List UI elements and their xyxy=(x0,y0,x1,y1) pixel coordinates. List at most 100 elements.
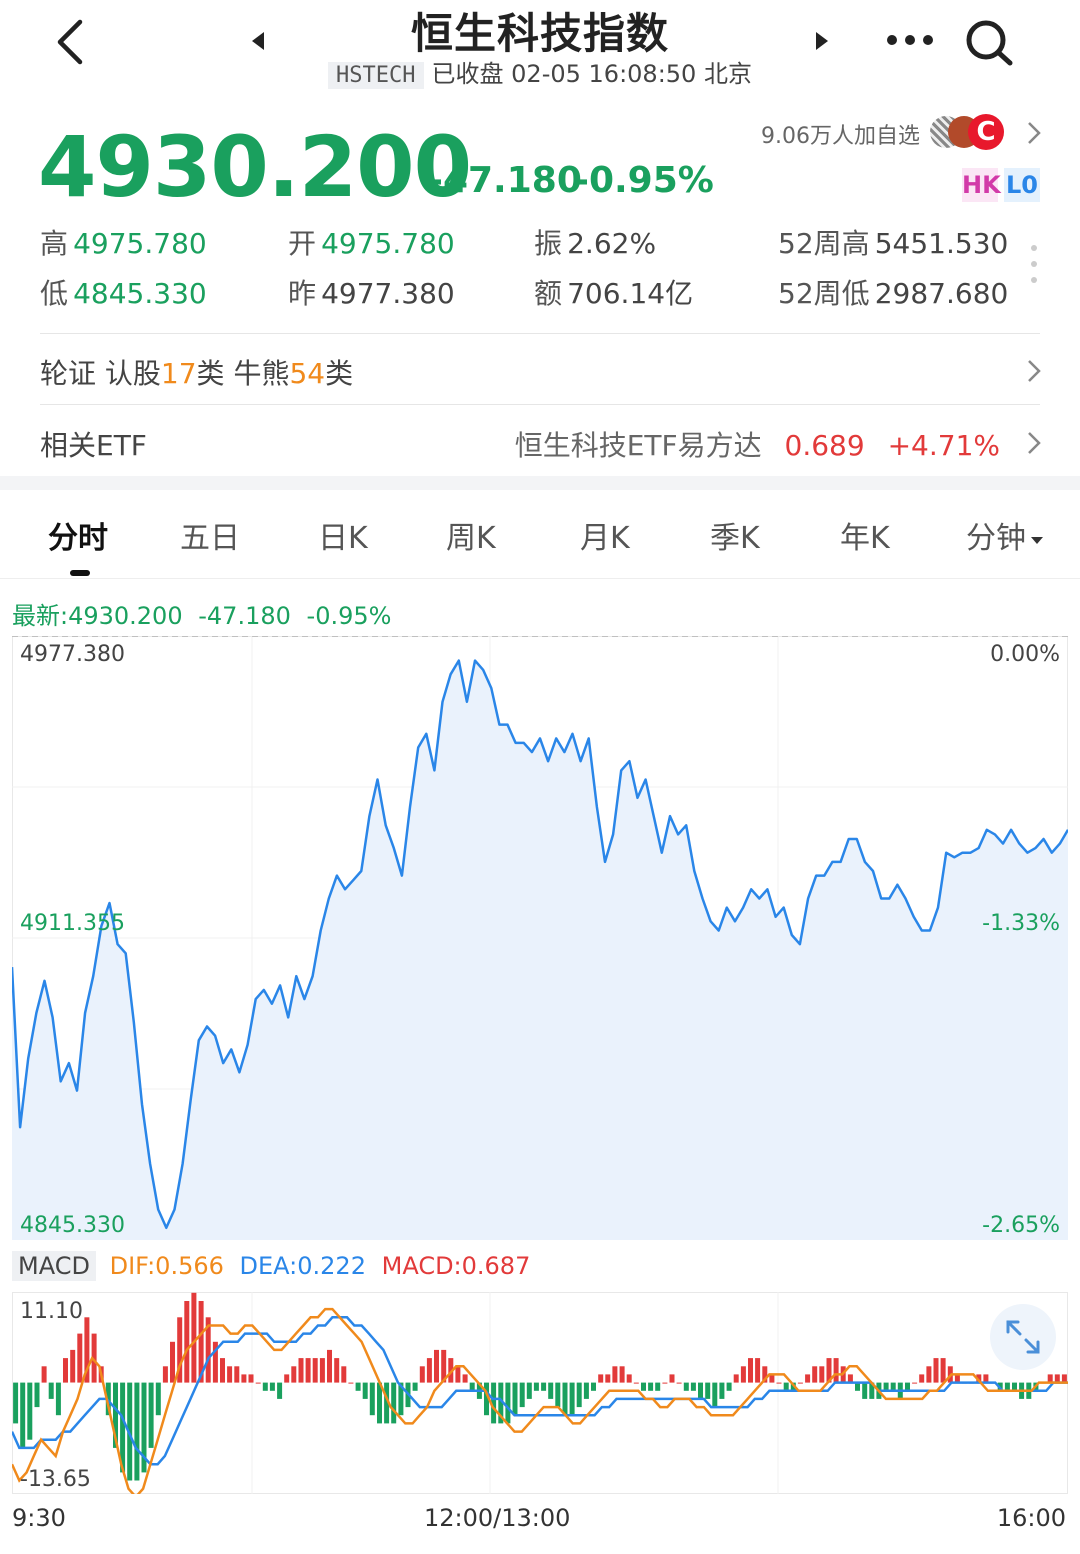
etf-link[interactable]: 恒生科技ETF易方达 0.689 +4.71% xyxy=(515,424,1000,464)
macd-bar xyxy=(312,1358,318,1383)
macd-bar xyxy=(155,1382,161,1416)
fullscreen-button[interactable] xyxy=(990,1304,1056,1370)
macd-bar xyxy=(305,1358,311,1383)
macd-bar xyxy=(862,1382,868,1399)
triangle-left-icon xyxy=(252,32,264,50)
macd-bar xyxy=(926,1366,932,1383)
warrants-arrow[interactable] xyxy=(1026,358,1042,384)
next-stock-button[interactable] xyxy=(814,30,830,52)
watchers-arrow-button[interactable] xyxy=(1026,120,1042,146)
macd-bar xyxy=(940,1358,946,1383)
tab-daily-k[interactable]: 日K xyxy=(318,521,368,556)
macd-bar xyxy=(369,1382,375,1416)
macd-bar xyxy=(262,1382,268,1391)
macd-bar xyxy=(34,1382,40,1408)
more-button[interactable] xyxy=(884,32,936,48)
macd-bar xyxy=(726,1382,732,1391)
macd-bar xyxy=(205,1317,211,1383)
divider xyxy=(40,404,1040,405)
macd-bar xyxy=(605,1374,611,1383)
stat-high: 高 4975.780 xyxy=(40,227,207,260)
macd-bar xyxy=(512,1382,518,1416)
search-button[interactable] xyxy=(962,16,1018,68)
macd-bar xyxy=(869,1382,875,1399)
tab-yearly-k[interactable]: 年K xyxy=(840,521,890,556)
macd-bar xyxy=(334,1358,340,1383)
tab-quarterly-k[interactable]: 季K xyxy=(710,521,760,556)
y-label-top: 4977.380 xyxy=(20,642,125,667)
macd-bar xyxy=(27,1382,33,1440)
back-button[interactable] xyxy=(50,18,90,66)
stats-expand-button[interactable] xyxy=(1030,244,1038,284)
macd-bar xyxy=(355,1382,361,1391)
macd-bar xyxy=(826,1358,832,1383)
macd-bar xyxy=(48,1382,54,1399)
tab-minute[interactable]: 分钟 xyxy=(966,513,1044,557)
macd-bar xyxy=(412,1382,418,1391)
macd-bar xyxy=(434,1349,439,1383)
tab-intraday[interactable]: 分时 xyxy=(48,521,108,556)
macd-bar xyxy=(1004,1382,1010,1391)
macd-bar xyxy=(70,1349,76,1383)
x-label-open: 9:30 xyxy=(12,1504,66,1532)
etf-arrow[interactable] xyxy=(1026,430,1042,456)
stat-turnover: 额 706.14亿 xyxy=(534,277,694,310)
macd-bar xyxy=(341,1366,347,1383)
macd-bar xyxy=(526,1382,532,1399)
tab-weekly-k[interactable]: 周K xyxy=(446,521,496,556)
etf-change: +4.71% xyxy=(887,429,1000,462)
y-label-mid: 4911.355 xyxy=(20,911,125,936)
prev-stock-button[interactable] xyxy=(250,30,266,52)
macd-bar xyxy=(712,1382,718,1408)
section-separator xyxy=(0,476,1080,490)
intraday-price-chart[interactable]: 4977.380 4911.355 4845.330 0.00% -1.33% … xyxy=(12,636,1068,1240)
macd-bar xyxy=(626,1374,632,1383)
macd-bar xyxy=(555,1382,561,1408)
macd-bar xyxy=(248,1374,254,1383)
badge-hk: HK xyxy=(962,168,1001,202)
macd-bar xyxy=(441,1349,447,1383)
triangle-right-icon xyxy=(816,32,828,50)
macd-bar xyxy=(1061,1374,1067,1383)
macd-bar xyxy=(683,1382,689,1391)
pct-label-bottom: -2.65% xyxy=(982,1213,1060,1238)
macd-bar xyxy=(184,1301,190,1383)
macd-y-bottom: -13.65 xyxy=(20,1467,91,1492)
macd-bar xyxy=(448,1358,454,1383)
macd-bar xyxy=(113,1382,118,1448)
macd-bar xyxy=(783,1382,789,1391)
macd-bar xyxy=(191,1292,197,1383)
page-title: 恒生科技指数 xyxy=(410,9,669,58)
macd-bar xyxy=(805,1374,811,1383)
macd-bar xyxy=(548,1382,554,1399)
macd-chart[interactable]: 11.10 -13.65 xyxy=(12,1292,1068,1494)
macd-bar xyxy=(641,1382,646,1391)
macd-title[interactable]: MACD xyxy=(12,1251,96,1281)
macd-bar xyxy=(569,1382,575,1416)
macd-bar xyxy=(77,1333,83,1383)
macd-bar xyxy=(241,1374,247,1383)
chevron-left-icon xyxy=(57,19,83,65)
macd-bar xyxy=(377,1382,382,1424)
dif-line xyxy=(12,1307,1068,1494)
macd-bar xyxy=(533,1382,539,1391)
macd-bar xyxy=(1054,1374,1060,1383)
macd-bar xyxy=(291,1366,297,1383)
warrants-row[interactable]: 轮证 认股17类 牛熊54类 xyxy=(40,357,354,390)
macd-bar xyxy=(562,1382,568,1416)
macd-bar xyxy=(462,1374,468,1383)
macd-bar xyxy=(170,1341,175,1383)
macd-bar xyxy=(583,1382,589,1399)
tab-monthly-k[interactable]: 月K xyxy=(580,521,630,556)
macd-bar xyxy=(212,1341,218,1383)
stat-amplitude: 振 2.62% xyxy=(534,227,657,260)
macd-bar xyxy=(384,1382,390,1424)
last-price: 4930.200 xyxy=(38,118,472,216)
macd-bar xyxy=(676,1382,682,1384)
macd-bar xyxy=(505,1382,511,1424)
tab-five-day[interactable]: 五日 xyxy=(180,521,240,556)
watchers-avatars: C xyxy=(930,112,1010,152)
macd-bar xyxy=(398,1382,404,1416)
macd-bar xyxy=(983,1374,989,1383)
macd-bar xyxy=(20,1382,26,1448)
